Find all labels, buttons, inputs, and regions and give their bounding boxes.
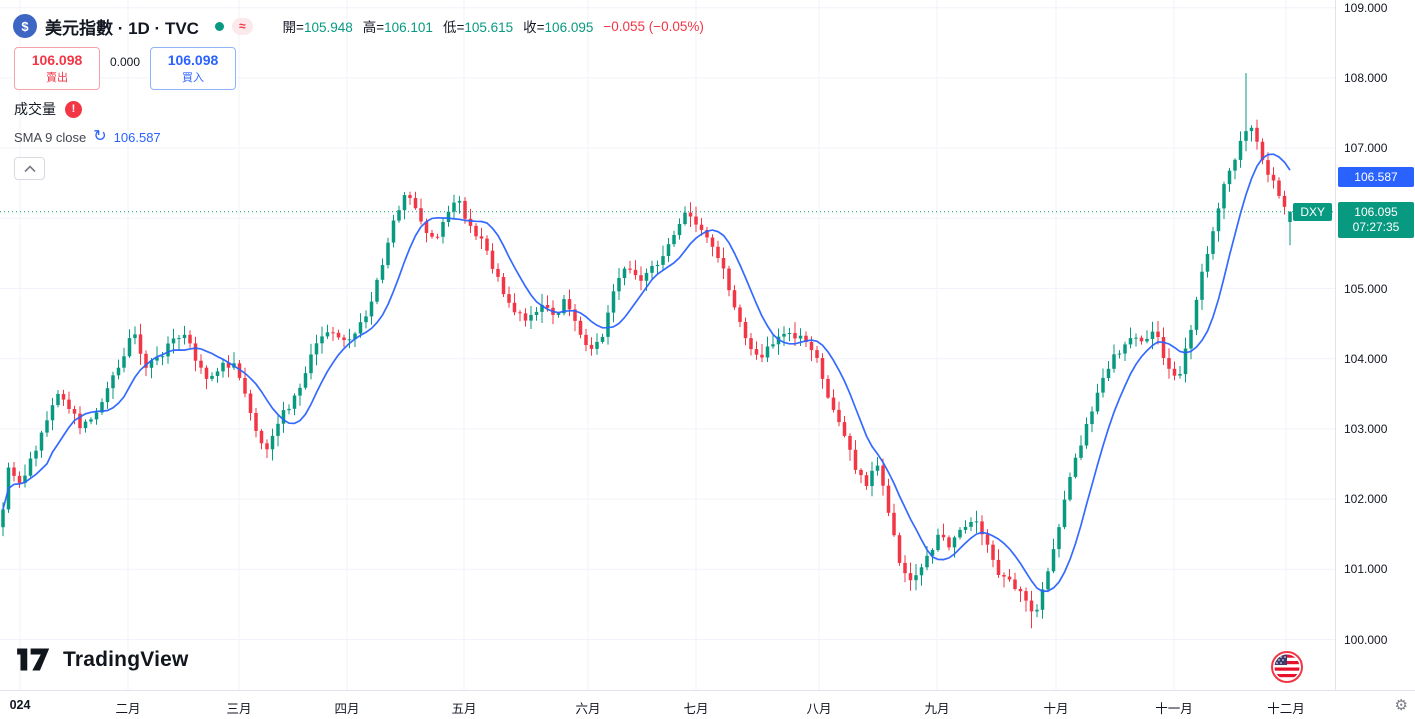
time-tick-label: 四月: [334, 702, 360, 716]
time-tick-label: 024: [9, 698, 31, 712]
price-tick-label: 108.000: [1344, 70, 1388, 85]
volume-warning-icon[interactable]: !: [65, 100, 82, 118]
tradingview-logo-icon: [17, 648, 50, 671]
change-value: −0.055 (−0.05%): [603, 18, 704, 34]
sma-price-badge: 106.587: [1338, 167, 1414, 188]
time-tick-label: 七月: [683, 702, 709, 716]
ohlc-low: 低=105.615: [442, 20, 514, 35]
gear-icon[interactable]: ⚙: [1394, 697, 1408, 714]
price-tick-label: 107.000: [1344, 141, 1388, 156]
buy-button[interactable]: 106.098 買入: [150, 47, 236, 90]
market-open-icon: [214, 21, 224, 31]
delayed-data-badge[interactable]: ≈: [231, 17, 253, 35]
time-tick-label: 二月: [115, 702, 141, 716]
price-axis[interactable]: 106.587 106.095 07:27:35 109.000 108.000 1…: [1335, 0, 1415, 690]
time-tick-label: 三月: [226, 702, 252, 716]
time-tick-label: 五月: [451, 702, 477, 716]
tradingview-logo[interactable]: TradingView: [14, 646, 189, 673]
candlestick-chart-svg: [0, 0, 1335, 690]
symbol-price-flag-label: DXY: [1293, 202, 1332, 221]
time-axis[interactable]: ⚙ 024 二月 三月 四月 五月 六月 七月 八月 九月 十月 十一月 十二月: [0, 690, 1415, 719]
price-tick-label: 103.000: [1344, 421, 1388, 436]
ohlc-high: 高=106.101: [362, 20, 433, 35]
collapse-indicators-button[interactable]: [14, 157, 45, 180]
sma-legend-row[interactable]: SMA 9 close ↻ 106.587: [14, 129, 161, 145]
dollar-symbol-icon[interactable]: $: [13, 14, 37, 38]
buy-price: 106.098: [167, 52, 219, 68]
volume-label: 成交量: [14, 101, 56, 117]
ohlc-readout: 開=105.948 高=106.101 低=105.615 收=106.095 −0.0…: [283, 16, 704, 36]
sell-label: 賣出: [46, 72, 68, 84]
price-tick-label: 104.000: [1344, 351, 1388, 366]
ohlc-open: 開=105.948: [282, 20, 353, 35]
price-tick-label: 102.000: [1344, 492, 1388, 507]
symbol-title[interactable]: 美元指數 · 1D · TVC: [45, 18, 199, 38]
price-tick-label: 101.000: [1344, 562, 1388, 577]
ohlc-close: 收=106.095: [523, 20, 594, 35]
volume-legend-row[interactable]: 成交量 !: [14, 99, 82, 119]
refresh-icon[interactable]: ↻: [93, 128, 107, 145]
bar-countdown: 07:27:35: [1352, 219, 1400, 234]
time-tick-label: 十月: [1043, 702, 1069, 716]
sma-title: SMA 9 close: [14, 129, 87, 145]
time-tick-label: 八月: [806, 702, 832, 716]
buy-label: 買入: [182, 72, 204, 84]
chart-canvas[interactable]: DXY TradingView: [0, 0, 1335, 690]
chevron-up-icon: [23, 164, 36, 172]
time-tick-label: 六月: [575, 702, 601, 716]
trade-panel: 106.098 賣出 0.000 106.098 買入: [14, 47, 236, 90]
time-tick-label: 十二月: [1267, 702, 1305, 716]
us-flag-icon[interactable]: [1271, 651, 1303, 683]
tradingview-logo-text: TradingView: [63, 647, 189, 671]
time-tick-label: 九月: [924, 702, 950, 716]
last-price-badge: 106.095 07:27:35: [1338, 201, 1414, 238]
sell-price: 106.098: [31, 52, 83, 68]
price-tick-label: 100.000: [1344, 632, 1388, 647]
spread-value: 0.000: [109, 55, 141, 69]
time-tick-label: 十一月: [1155, 702, 1193, 716]
price-tick-label: 105.000: [1344, 281, 1388, 296]
sma-value: 106.587: [113, 129, 161, 145]
last-price-value: 106.095: [1354, 204, 1398, 219]
price-tick-label: 109.000: [1344, 0, 1388, 15]
symbol-header: $ 美元指數 · 1D · TVC ≈ 開=105.948 高=106.101 低=…: [13, 13, 704, 39]
sell-button[interactable]: 106.098 賣出: [14, 47, 100, 90]
